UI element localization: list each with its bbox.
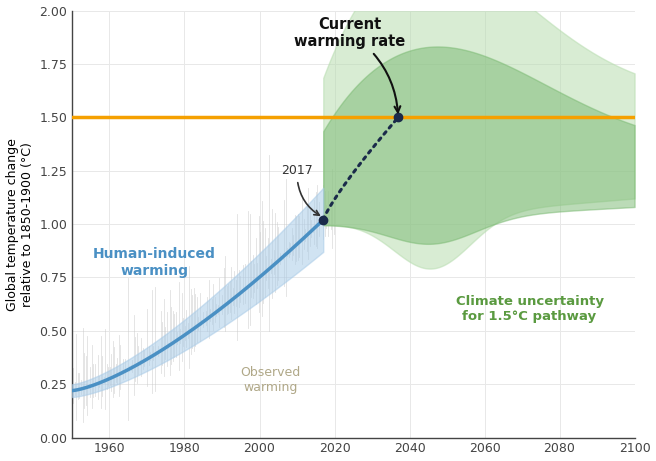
Text: Current
warming rate: Current warming rate: [294, 17, 405, 112]
Text: 2017: 2017: [281, 164, 319, 215]
Text: Climate uncertainty
for 1.5°C pathway: Climate uncertainty for 1.5°C pathway: [455, 296, 604, 324]
Y-axis label: Global temperature change
relative to 1850-1900 (°C): Global temperature change relative to 18…: [5, 138, 33, 311]
Text: Human-induced
warming: Human-induced warming: [93, 248, 216, 278]
Text: Observed
warming: Observed warming: [241, 366, 301, 394]
